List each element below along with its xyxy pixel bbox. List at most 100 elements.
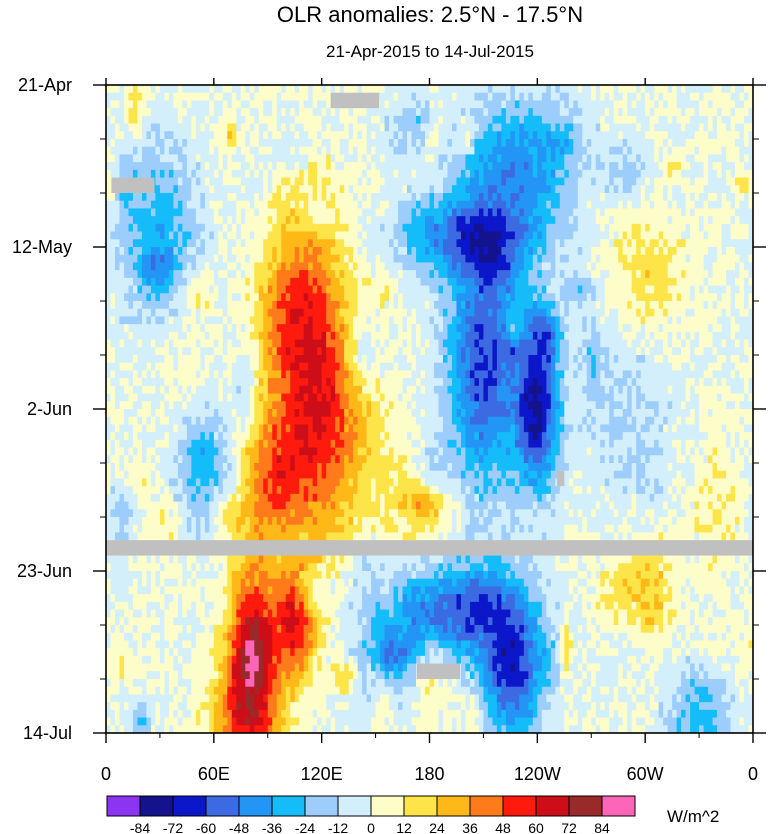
heatmap-cell <box>326 293 332 302</box>
heatmap-cell <box>191 131 197 140</box>
heatmap-cell <box>429 146 435 156</box>
heatmap-cell <box>191 100 197 109</box>
heatmap-cell <box>627 108 633 117</box>
heatmap-cell <box>411 301 417 310</box>
heatmap-cell <box>420 208 426 217</box>
heatmap-cell <box>326 324 332 333</box>
heatmap-cell <box>663 331 669 341</box>
heatmap-cell <box>335 162 341 171</box>
heatmap-cell <box>555 270 561 279</box>
heatmap-cell <box>451 123 458 132</box>
heatmap-cell <box>114 108 121 117</box>
heatmap-cell <box>308 231 314 240</box>
heatmap-cell <box>119 208 125 217</box>
heatmap-cell <box>416 123 422 132</box>
heatmap-cell <box>460 254 467 264</box>
heatmap-cell <box>281 193 287 202</box>
heatmap-cell <box>141 316 148 325</box>
heatmap-cell <box>640 331 646 341</box>
heatmap-cell <box>595 169 601 179</box>
heatmap-cell <box>236 285 242 294</box>
heatmap-cell <box>146 262 152 271</box>
heatmap-cell <box>636 254 642 264</box>
heatmap-cell <box>478 316 485 325</box>
heatmap-cell <box>487 262 493 271</box>
heatmap-cell <box>106 177 112 186</box>
heatmap-cell <box>505 316 511 325</box>
heatmap-cell <box>613 285 619 294</box>
heatmap-cell <box>204 154 210 163</box>
heatmap-cell <box>272 200 278 210</box>
heatmap-cell <box>438 301 444 310</box>
heatmap-cell <box>384 177 390 186</box>
heatmap-cell <box>164 162 170 171</box>
heatmap-cell <box>330 262 336 271</box>
heatmap-cell <box>699 324 705 333</box>
heatmap-cell <box>272 131 278 140</box>
heatmap-cell <box>658 270 664 279</box>
heatmap-cell <box>312 293 318 302</box>
heatmap-cell <box>258 324 264 333</box>
heatmap-cell <box>245 270 251 279</box>
heatmap-cell <box>389 208 395 217</box>
heatmap-cell <box>447 92 453 102</box>
heatmap-cell <box>123 270 130 279</box>
heatmap-cell <box>604 231 610 240</box>
heatmap-cell <box>411 185 417 194</box>
heatmap-cell <box>245 92 251 102</box>
heatmap-cell <box>236 92 242 102</box>
heatmap-cell <box>429 177 435 186</box>
heatmap-cell <box>618 254 624 264</box>
heatmap-cell <box>681 285 687 294</box>
heatmap-cell <box>150 223 157 233</box>
heatmap-cell <box>114 277 121 287</box>
heatmap-cell <box>132 100 139 109</box>
heatmap-cell <box>604 254 610 264</box>
heatmap-cell <box>604 339 610 348</box>
heatmap-cell <box>505 270 511 279</box>
heatmap-cell <box>362 139 368 148</box>
heatmap-cell <box>231 231 237 240</box>
heatmap-cell <box>411 162 417 171</box>
heatmap-cell <box>285 92 291 102</box>
heatmap-cell <box>487 100 493 109</box>
heatmap-cell <box>631 139 637 148</box>
heatmap-cell <box>438 131 444 140</box>
heatmap-cell <box>649 154 655 163</box>
heatmap-cell <box>236 239 242 248</box>
heatmap-cell <box>276 277 282 287</box>
heatmap-cell <box>483 200 489 210</box>
heatmap-cell <box>168 308 174 318</box>
heatmap-cell <box>685 339 691 348</box>
heatmap-cell <box>299 277 305 287</box>
heatmap-cell <box>667 154 673 163</box>
heatmap-cell <box>375 108 381 117</box>
heatmap-cell <box>326 254 332 264</box>
heatmap-cell <box>555 254 561 264</box>
heatmap-cell <box>380 154 386 163</box>
heatmap-cell <box>200 108 206 117</box>
heatmap-cell <box>159 200 166 210</box>
heatmap-cell <box>375 231 381 240</box>
heatmap-cell <box>285 231 291 240</box>
heatmap-cell <box>541 239 547 248</box>
heatmap-cell <box>362 231 368 240</box>
heatmap-cell <box>186 123 192 132</box>
heatmap-cell <box>645 123 651 132</box>
heatmap-cell <box>128 331 134 341</box>
heatmap-cell <box>240 324 246 333</box>
heatmap-cell <box>505 247 511 256</box>
heatmap-cell <box>487 231 493 240</box>
heatmap-cell <box>640 185 646 194</box>
heatmap-cell <box>227 200 233 210</box>
heatmap-cell <box>640 231 646 240</box>
heatmap-cell <box>240 254 246 264</box>
heatmap-cell <box>519 277 525 287</box>
heatmap-cell <box>537 339 543 348</box>
heatmap-cell <box>744 123 750 132</box>
heatmap-cell <box>523 162 529 171</box>
heatmap-cell <box>681 293 687 302</box>
heatmap-cell <box>546 115 552 125</box>
heatmap-cell <box>339 231 345 240</box>
heatmap-cell <box>636 177 642 186</box>
